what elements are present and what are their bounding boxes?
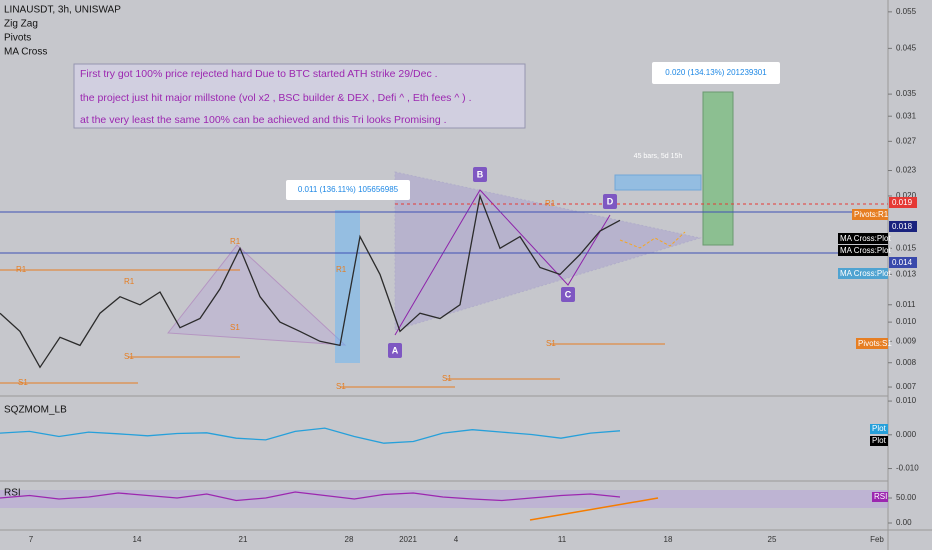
pivot-label: S1 bbox=[18, 378, 28, 387]
price-tag-label: MA Cross:Plot bbox=[840, 234, 891, 243]
point-label: D bbox=[607, 196, 614, 206]
pivot-label: S1 bbox=[336, 382, 346, 391]
x-tick-label: 21 bbox=[239, 535, 248, 544]
price-tag-label: RSI bbox=[874, 492, 887, 501]
y-tick-label: 0.013 bbox=[896, 269, 917, 278]
price-tag bbox=[889, 197, 917, 208]
pane-title: RSI bbox=[4, 488, 21, 499]
note-line: the project just hit major millstone (vo… bbox=[80, 92, 472, 104]
y-tick-label: 0.008 bbox=[896, 358, 917, 367]
y-tick-label: 0.045 bbox=[896, 43, 917, 52]
triangle bbox=[167, 244, 347, 346]
indicator: Pivots bbox=[4, 33, 31, 44]
point-label: C bbox=[565, 289, 572, 299]
y-tick-label: 0.00 bbox=[896, 518, 912, 527]
pivot-label: S1 bbox=[442, 374, 452, 383]
point-label: A bbox=[392, 345, 399, 355]
y-tick-label: 0.055 bbox=[896, 7, 917, 16]
price-tag bbox=[889, 257, 917, 268]
measure-label: 0.020 (134.13%) 201239301 bbox=[665, 68, 767, 77]
price-tag bbox=[852, 209, 888, 220]
pivot-label: S1 bbox=[124, 352, 134, 361]
rsi-band bbox=[0, 490, 888, 508]
price-tag-label: Plot bbox=[872, 424, 887, 433]
note-line: First try got 100% price rejected hard D… bbox=[80, 68, 438, 80]
price-tag bbox=[838, 268, 888, 279]
y-tick-label: 0.027 bbox=[896, 136, 917, 145]
note-box bbox=[73, 63, 526, 129]
y-tick-label: 0.015 bbox=[896, 243, 917, 252]
price-tag-label: 0.019 bbox=[892, 198, 913, 207]
price-tag-label: 0.014 bbox=[892, 258, 913, 267]
price-tag-label: MA Cross:Plot bbox=[840, 246, 891, 255]
pivot-label: R1 bbox=[16, 265, 27, 274]
symbol: LINAUSDT, 3h, UNISWAP bbox=[4, 5, 121, 16]
y-tick-label: 0.010 bbox=[896, 396, 917, 405]
y-tick-label: 0.000 bbox=[896, 430, 917, 439]
point-badge bbox=[388, 343, 402, 358]
y-tick-label: 0.009 bbox=[896, 336, 917, 345]
pivot-label: R1 bbox=[230, 237, 241, 246]
price-tag bbox=[870, 424, 888, 434]
y-tick-label: 0.011 bbox=[896, 300, 916, 309]
pane-title: SQZMOM_LB bbox=[4, 405, 67, 416]
x-tick-label: 4 bbox=[454, 535, 459, 544]
y-tick-label: 0.010 bbox=[896, 317, 917, 326]
x-tick-label: 18 bbox=[664, 535, 673, 544]
price-tag bbox=[889, 221, 917, 232]
price-tag-label: 0.018 bbox=[892, 222, 913, 231]
point-badge bbox=[473, 167, 487, 182]
measure-box bbox=[702, 91, 734, 246]
pivot-label: S1 bbox=[230, 323, 240, 332]
point-label: B bbox=[477, 169, 484, 179]
y-tick-label: 0.020 bbox=[896, 191, 917, 200]
trend-line bbox=[529, 497, 659, 521]
y-tick-label: 0.035 bbox=[896, 89, 917, 98]
x-tick-label: 25 bbox=[768, 535, 777, 544]
measure-label: 45 bars, 5d 15h bbox=[634, 153, 683, 160]
price-tag-label: Pivots:S1 bbox=[858, 339, 892, 348]
price-tag bbox=[856, 338, 888, 349]
x-tick-label: 11 bbox=[558, 535, 567, 544]
measure-box bbox=[335, 210, 360, 363]
point-badge bbox=[603, 194, 617, 209]
pivot-label: R1 bbox=[124, 277, 135, 286]
y-tick-label: 0.007 bbox=[896, 382, 917, 391]
price-tag-label: Pivots:R1 bbox=[854, 210, 889, 219]
pivot-label: R1 bbox=[545, 199, 556, 208]
y-tick-label: 0.031 bbox=[896, 111, 917, 120]
series-line bbox=[0, 427, 621, 444]
point-badge bbox=[561, 287, 575, 302]
y-tick-label: -0.010 bbox=[896, 464, 919, 473]
price-tag-label: Plot bbox=[872, 436, 887, 445]
pivot-label: S1 bbox=[546, 339, 556, 348]
indicator: MA Cross bbox=[4, 47, 47, 58]
price-tag bbox=[872, 492, 888, 502]
note-line: at the very least the same 100% can be a… bbox=[80, 114, 447, 126]
measure-label: 0.011 (136.11%) 105656985 bbox=[298, 185, 399, 194]
price-tag-label: MA Cross:Plot bbox=[840, 269, 891, 278]
x-tick-label: 2021 bbox=[399, 535, 417, 544]
y-tick-label: 50.00 bbox=[896, 493, 917, 502]
indicator: Zig Zag bbox=[4, 19, 38, 30]
projection-box bbox=[614, 174, 702, 191]
pivot-label: R1 bbox=[336, 265, 347, 274]
zigzag-pattern bbox=[394, 189, 611, 336]
measure-label-box bbox=[286, 180, 410, 200]
x-tick-label: Feb bbox=[870, 535, 884, 544]
x-tick-label: 14 bbox=[133, 535, 142, 544]
series-line bbox=[0, 193, 621, 369]
price-tag bbox=[870, 436, 888, 446]
x-tick-label: 28 bbox=[345, 535, 354, 544]
price-tag bbox=[838, 245, 888, 256]
price-tag bbox=[838, 233, 888, 244]
measure-label-box bbox=[652, 62, 780, 84]
series-line bbox=[0, 491, 621, 502]
y-tick-label: 0.023 bbox=[896, 166, 917, 175]
x-tick-label: 7 bbox=[29, 535, 34, 544]
